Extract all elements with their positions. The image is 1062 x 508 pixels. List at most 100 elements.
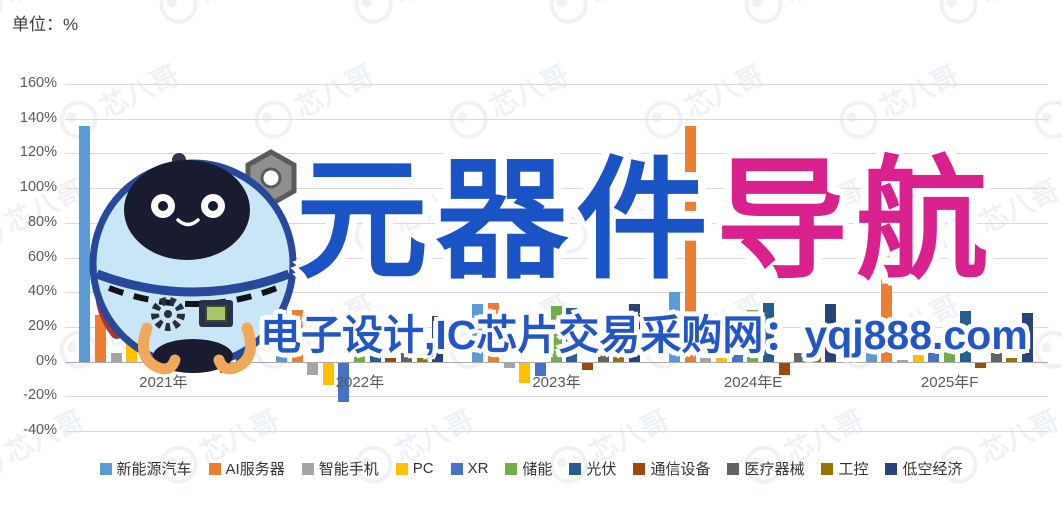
legend-item: 光伏 (569, 458, 616, 479)
gridline (65, 188, 1048, 190)
bar (975, 362, 987, 368)
bar (291, 309, 303, 362)
legend-swatch (885, 462, 898, 475)
bar (794, 352, 806, 362)
bar (369, 337, 381, 362)
bar (519, 362, 531, 384)
bar (535, 362, 547, 377)
gridline (65, 222, 1048, 224)
legend-label: 新能源汽车 (116, 461, 192, 478)
gridline (65, 292, 1048, 294)
y-tick-label: 80% (27, 213, 57, 230)
y-tick-label: 100% (19, 179, 57, 196)
legend-swatch (99, 462, 112, 475)
bar (1006, 358, 1018, 362)
legend-label: 储能 (522, 461, 553, 478)
bar (959, 311, 971, 362)
legend-swatch (395, 462, 408, 475)
bar (322, 362, 334, 386)
bar (825, 304, 837, 362)
bar (307, 362, 319, 375)
legend-swatch (727, 462, 740, 475)
bar (928, 349, 940, 362)
bar (110, 352, 122, 362)
y-tick-label: 140% (19, 109, 57, 126)
x-category-label: 2022年 (335, 374, 385, 391)
bar (566, 307, 578, 362)
watermark-title-blue: 元器件 (296, 147, 716, 294)
bar (432, 316, 444, 362)
bar (865, 318, 877, 362)
gridline (65, 153, 1048, 155)
legend-swatch (450, 462, 463, 475)
bar (416, 358, 428, 362)
legend-item: AI服务器 (208, 458, 285, 479)
bar (472, 304, 484, 362)
legend-label: XR (467, 460, 489, 477)
legend-label: 低空经济 (902, 461, 963, 478)
bar (1022, 313, 1034, 362)
legend-item: 新能源汽车 (99, 458, 192, 479)
bar (385, 358, 397, 362)
y-tick-label: 60% (27, 248, 57, 265)
legend-item: 智能手机 (301, 458, 379, 479)
x-category-label: 2025年F (920, 374, 979, 391)
bar (700, 358, 712, 362)
bar (126, 337, 138, 362)
legend-item: 低空经济 (885, 458, 963, 479)
legend-swatch (301, 462, 314, 475)
robot-mascot-illustration (89, 149, 297, 375)
legend-swatch (208, 462, 221, 475)
bar (338, 362, 350, 403)
bar (881, 214, 893, 362)
legend-label: 通信设备 (650, 461, 711, 478)
legend: 新能源汽车 AI服务器 智能手机 PC XR 储能 光伏 通信设备 医疗器械 工控 低空经济 (0, 458, 1062, 479)
bar (896, 359, 908, 362)
bar (762, 302, 774, 362)
gridline (65, 396, 1048, 398)
bar (778, 362, 790, 375)
bar (731, 354, 743, 362)
unit-label: 单位：% (12, 15, 79, 34)
bar (503, 362, 515, 368)
bar (488, 302, 500, 362)
gridline (65, 431, 1048, 432)
watermark-subtitle: 电子设计,IC芯片交易采购网：yqj888.com (260, 312, 1028, 358)
bar (684, 125, 696, 362)
legend-label: PC (412, 460, 434, 477)
x-category-label: 2023年 (532, 374, 581, 391)
bar (628, 304, 640, 362)
legend-label: AI服务器 (225, 461, 285, 478)
bar (401, 352, 412, 362)
bar (716, 358, 727, 362)
y-tick-label: -20% (23, 387, 57, 404)
bar (550, 306, 562, 362)
bar (912, 354, 924, 362)
watermark-title: 元器件导航 (296, 151, 996, 291)
bar (613, 352, 625, 362)
bar (809, 351, 821, 362)
legend-swatch (633, 462, 646, 475)
legend-label: 工控 (838, 461, 869, 478)
y-tick-label: 160% (19, 75, 57, 91)
x-category-label: 2021年 (139, 374, 188, 391)
bar (747, 309, 759, 362)
legend-label: 光伏 (586, 461, 617, 478)
legend-swatch (569, 462, 582, 475)
bar (669, 292, 681, 362)
bar (943, 347, 955, 362)
legend-item: PC (395, 460, 434, 477)
legend-label: 智能手机 (318, 461, 379, 478)
gridline (65, 84, 1048, 85)
gridline (65, 257, 1048, 259)
y-tick-label: 20% (27, 317, 57, 334)
y-tick-label: 40% (27, 283, 57, 300)
x-category-label: 2024年E (723, 374, 783, 391)
legend-swatch (505, 462, 518, 475)
legend-item: 医疗器械 (727, 458, 804, 479)
legend-item: 通信设备 (633, 458, 710, 479)
bar (597, 354, 609, 362)
watermark-title-magenta: 导航 (716, 147, 996, 294)
